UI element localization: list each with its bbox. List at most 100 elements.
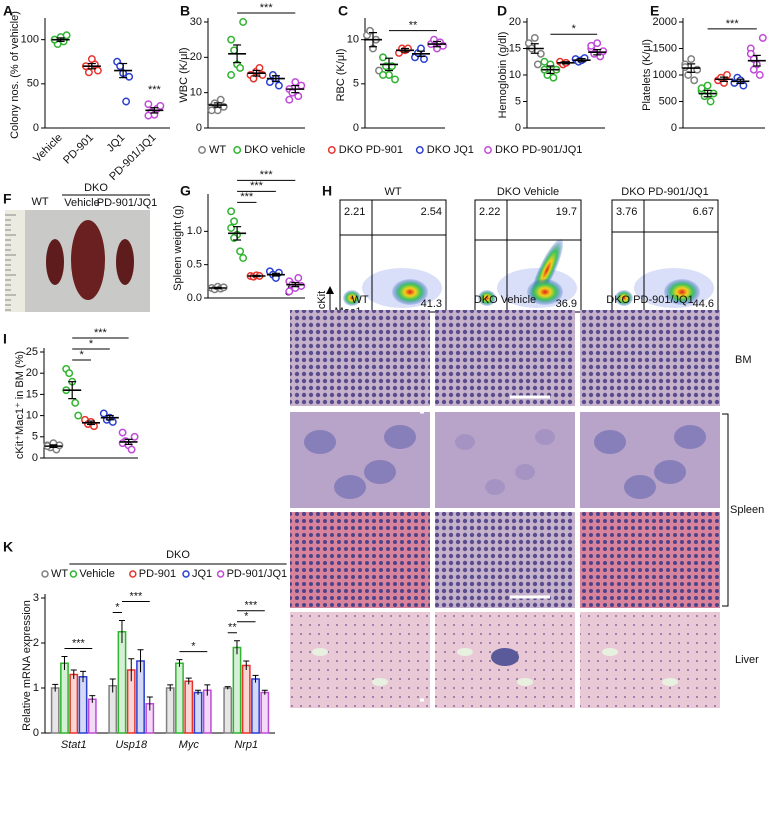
- data-point: [706, 97, 715, 106]
- y-tick-label: 500: [659, 95, 677, 107]
- panel-label: A: [3, 3, 13, 19]
- y-tick-label: 20: [190, 51, 202, 63]
- data-point: [540, 57, 549, 66]
- data-point: [265, 78, 274, 87]
- histology-image: [435, 412, 575, 508]
- x-tick-label: Usp18: [115, 739, 148, 751]
- follicle: [515, 464, 535, 480]
- y-axis-label: Platelets (K/μl): [641, 39, 653, 111]
- data-point: [125, 72, 134, 81]
- y-tick-label: 5: [32, 431, 38, 443]
- follicle: [535, 429, 555, 445]
- bar: [175, 662, 184, 734]
- vessel: [457, 648, 473, 656]
- y-tick-label: 25: [26, 346, 38, 358]
- flow-title: DKO PD-901/JQ1: [621, 186, 708, 198]
- data-point: [62, 31, 71, 40]
- quadrant-value: 44.6: [693, 298, 714, 310]
- vessel: [312, 648, 328, 656]
- y-tick-label: 5: [515, 95, 521, 107]
- panel-label: D: [497, 3, 507, 19]
- data-point: [249, 74, 258, 83]
- y-tick-label: 50: [27, 78, 39, 90]
- data-point: [291, 78, 300, 87]
- data-point: [118, 439, 127, 448]
- data-point: [285, 95, 294, 104]
- y-axis-label: Relative mRNA expression: [21, 600, 33, 731]
- follicle: [594, 430, 626, 454]
- legend-label: PD-901/JQ1: [227, 568, 288, 580]
- data-point: [65, 369, 74, 378]
- follicle: [384, 425, 416, 449]
- row-label: Liver: [735, 654, 759, 666]
- data-point: [255, 63, 264, 72]
- y-tick-label: 20: [509, 16, 521, 28]
- legend-marker: [41, 570, 49, 578]
- y-tick-label: 1: [33, 682, 39, 694]
- data-point: [274, 81, 283, 90]
- bar: [202, 689, 212, 734]
- data-point: [230, 46, 239, 55]
- bar: [223, 687, 233, 734]
- bar: [232, 646, 242, 734]
- data-point: [156, 101, 165, 110]
- significance-label: **: [228, 622, 237, 634]
- follicle: [624, 475, 656, 499]
- y-axis-label: RBC (K/μl): [335, 49, 347, 102]
- cell-cluster: [527, 279, 563, 305]
- data-point: [230, 217, 239, 226]
- y-tick-label: 0: [33, 727, 39, 739]
- bar: [117, 631, 127, 734]
- vessel: [662, 678, 678, 686]
- data-point: [533, 60, 542, 69]
- panel-label: C: [338, 3, 348, 19]
- row-label: BM: [735, 354, 752, 366]
- quadrant-value: 3.76: [616, 206, 637, 218]
- bar: [50, 687, 60, 734]
- quadrant-value: 19.7: [556, 206, 577, 218]
- y-axis-label: WBC (K/μl): [178, 47, 190, 102]
- legend-marker: [182, 570, 190, 578]
- y-axis-label: Colony nos. (% of vehicle): [9, 11, 21, 139]
- y-tick-label: 15: [26, 388, 38, 400]
- legend-marker: [415, 146, 424, 154]
- column-label: DKO Vehicle: [474, 294, 536, 306]
- spleen: [116, 239, 134, 285]
- flow-axis-label: cKit: [316, 291, 328, 309]
- group-label: DKO: [166, 549, 190, 561]
- bar: [251, 678, 260, 734]
- significance-label: ***: [260, 2, 274, 14]
- y-tick-label: 2000: [653, 16, 677, 28]
- y-axis-label: cKit⁺Mac1⁺ in BM (%): [14, 351, 26, 459]
- legend-marker: [198, 146, 206, 154]
- bar: [78, 676, 88, 734]
- data-point: [746, 49, 755, 58]
- data-point: [690, 76, 699, 85]
- column-label: DKO PD-901/JQ1: [606, 294, 693, 306]
- cell-cluster: [664, 279, 700, 305]
- quadrant-value: 2.54: [421, 206, 442, 218]
- data-point: [84, 68, 93, 77]
- y-tick-label: 30: [190, 16, 202, 28]
- x-tick-label: Stat1: [61, 739, 87, 751]
- significance-label: ***: [260, 169, 274, 181]
- data-point: [216, 95, 225, 104]
- legend-label: PD-901: [139, 568, 176, 580]
- y-tick-label: 0: [671, 122, 677, 134]
- photo-label: DKO: [84, 182, 108, 194]
- legend-label: DKO JQ1: [427, 144, 474, 156]
- data-point: [379, 71, 387, 79]
- data-point: [239, 254, 248, 262]
- panel-label: G: [180, 183, 191, 199]
- significance-label: ***: [244, 600, 258, 612]
- legend-marker: [69, 570, 78, 578]
- histology-image: [580, 612, 720, 708]
- data-point: [122, 97, 131, 106]
- data-point: [236, 247, 245, 256]
- ruler: [5, 210, 25, 312]
- significance-label: *: [191, 641, 196, 653]
- spleen: [71, 220, 105, 300]
- data-point: [227, 207, 236, 216]
- bar: [108, 685, 118, 734]
- row-label: Spleen: [730, 504, 764, 516]
